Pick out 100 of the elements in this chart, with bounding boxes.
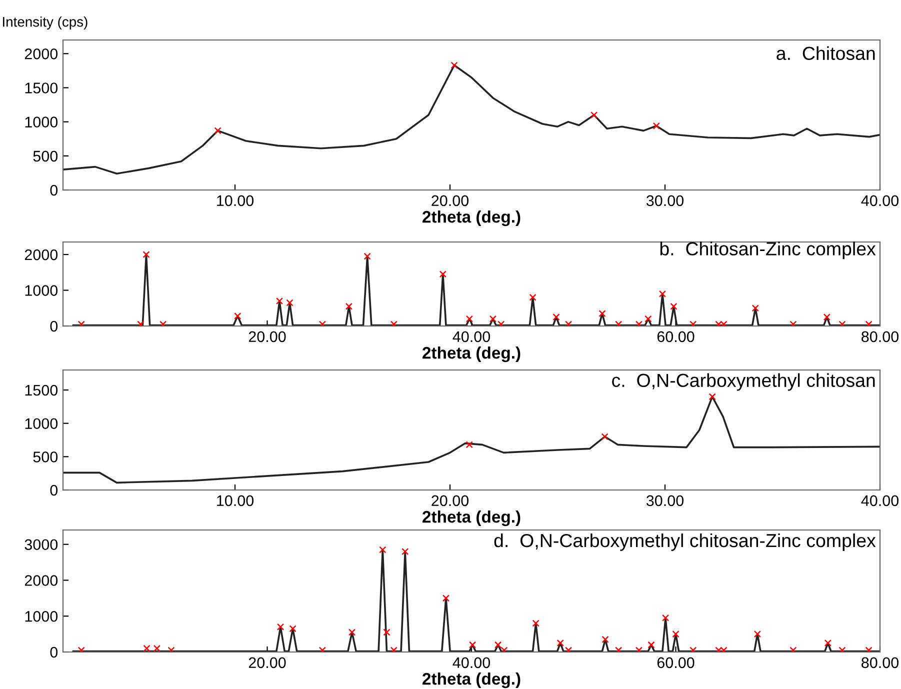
point [865, 646, 872, 652]
x-tick-label: 20.00 [248, 657, 286, 668]
y-tick-label: 1000 [25, 418, 58, 430]
point [529, 294, 536, 301]
point [823, 313, 830, 321]
point [348, 628, 356, 636]
y-tick-label: 1500 [25, 82, 58, 94]
point [466, 441, 473, 448]
point [790, 320, 797, 326]
point [318, 646, 326, 652]
point [383, 628, 390, 636]
y-tick-label: 0 [50, 320, 58, 332]
x-tick-label: 10.00 [217, 195, 254, 206]
y-tick-label: 2000 [24, 575, 58, 586]
x-axis-title: 2theta (deg.) [422, 672, 520, 688]
chart-title: c. O,N-Carboxymethyl chitosan [612, 373, 875, 391]
x-tick-label: 20.00 [432, 495, 469, 506]
point [286, 299, 294, 306]
point [494, 641, 502, 648]
point [552, 313, 560, 321]
point [318, 320, 326, 326]
point [752, 304, 759, 312]
point [390, 646, 398, 652]
point [160, 320, 167, 326]
point [276, 297, 284, 305]
point [865, 320, 872, 326]
x-tick-label: 60.00 [657, 657, 694, 668]
x-tick-label: 40.00 [452, 657, 490, 668]
point [276, 623, 284, 630]
y-tick-label: 2000 [24, 249, 58, 260]
y-tick-label: 500 [33, 150, 58, 162]
point [442, 594, 450, 602]
point [602, 636, 609, 644]
point [289, 625, 296, 632]
point [379, 546, 386, 554]
y-tick-label: 3000 [24, 539, 58, 550]
y-tick-label: 0 [50, 484, 58, 496]
point [662, 614, 670, 622]
y-tick-label: 2000 [24, 48, 58, 60]
point [345, 302, 353, 310]
x-tick-label: 80.00 [862, 657, 899, 668]
x-tick-label: 20.00 [248, 331, 286, 342]
y-tick-label: 0 [50, 184, 58, 196]
point [439, 270, 446, 278]
point [500, 646, 508, 652]
point [672, 630, 680, 638]
point [652, 122, 660, 130]
point [234, 312, 242, 320]
point [143, 644, 150, 652]
line-series [63, 396, 880, 484]
chart-title: d. O,N-Carboxymethyl chitosan-Zinc complex [494, 533, 876, 551]
y-tick-label: 1000 [25, 285, 58, 296]
point [690, 646, 697, 652]
point [153, 644, 161, 652]
x-tick-label: 60.00 [657, 331, 694, 342]
point [790, 646, 797, 652]
point [838, 320, 846, 326]
x-tick-label: 20.00 [432, 195, 469, 206]
point [556, 639, 564, 647]
point [468, 641, 476, 648]
x-axis-title: 2theta (deg.) [422, 210, 520, 226]
x-tick-label: 40.00 [452, 331, 490, 342]
y-tick-label: 0 [50, 646, 58, 658]
point [601, 433, 608, 440]
point [648, 641, 655, 648]
chart-title: b. Chitosan-Zinc complex [660, 242, 876, 260]
point [168, 646, 175, 652]
point [137, 320, 144, 326]
point [838, 646, 846, 652]
point [498, 320, 505, 326]
point [466, 315, 474, 322]
point [364, 252, 371, 260]
point [598, 310, 606, 318]
x-tick-label: 40.00 [861, 495, 899, 506]
point [489, 315, 497, 322]
x-tick-label: 30.00 [646, 195, 684, 206]
point [590, 111, 598, 119]
point [78, 320, 85, 326]
x-tick-label: 10.00 [217, 495, 254, 506]
y-tick-label: 500 [33, 452, 58, 462]
point [690, 320, 697, 326]
y-axis-title: Intensity (cps) [3, 16, 88, 30]
line-series [63, 64, 880, 175]
x-tick-label: 40.00 [861, 195, 899, 206]
chart-title: a. Chitosan [776, 46, 875, 60]
y-tick-label: 1000 [25, 116, 58, 128]
point [824, 639, 832, 647]
point [402, 548, 409, 556]
point [142, 250, 150, 258]
x-tick-label: 30.00 [646, 495, 684, 506]
point [708, 393, 716, 400]
point [658, 290, 666, 298]
point [390, 320, 398, 326]
x-tick-label: 80.00 [862, 331, 899, 342]
x-axis-title: 2theta (deg.) [422, 346, 520, 362]
point [670, 302, 678, 310]
point [450, 62, 458, 69]
y-tick-label: 1500 [25, 384, 58, 396]
point [532, 620, 540, 627]
point [754, 630, 762, 638]
